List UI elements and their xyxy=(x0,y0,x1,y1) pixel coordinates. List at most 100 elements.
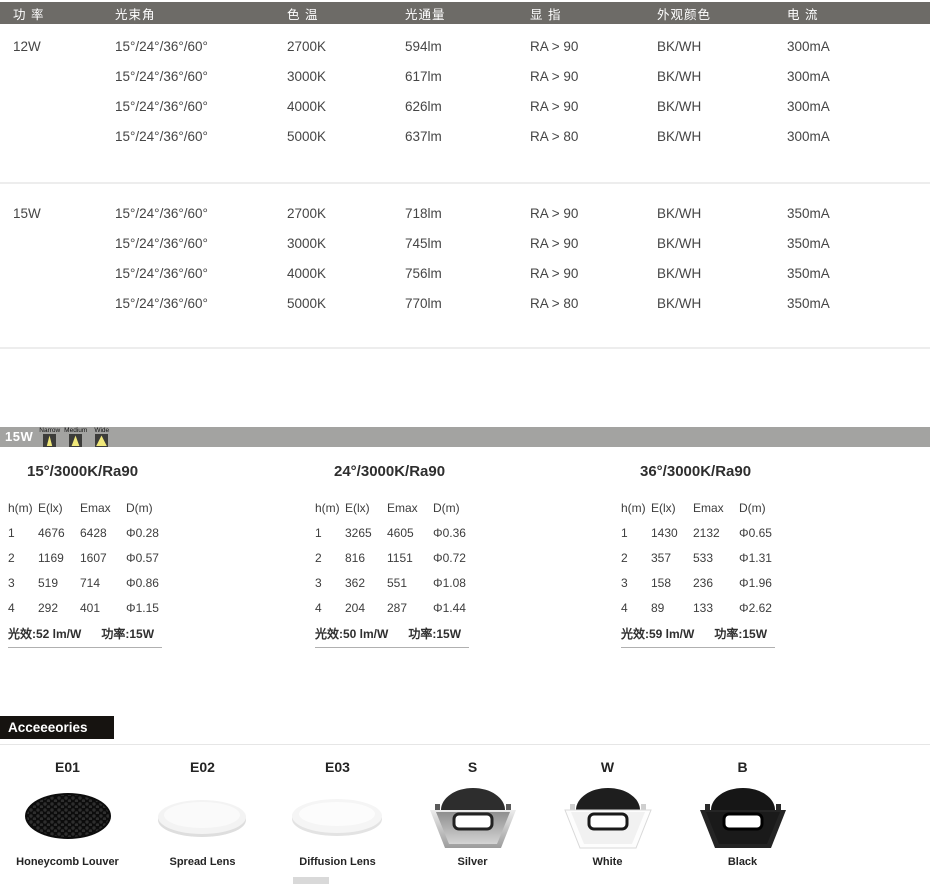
photometric-title: 36°/3000K/Ra90 xyxy=(640,463,752,480)
cell-cri: RA > 80 xyxy=(530,129,579,144)
ph-header-d: D(m) xyxy=(433,501,460,515)
silver-trim-image xyxy=(429,788,516,848)
beam-narrow-icon: Narrow xyxy=(39,427,61,447)
efficacy-value: 光效:50 lm/W xyxy=(315,627,389,641)
accessory-caption: White xyxy=(592,856,623,868)
photometric-table-24deg: 24°/3000K/Ra90 h(m) E(lx) Emax D(m) 1 32… xyxy=(312,462,552,648)
col-header-beam-angle: 光束角 xyxy=(115,7,156,22)
cell-cct: 4000K xyxy=(287,99,327,114)
table-row: 15°/24°/36°/60° 5000K 770lm RA > 80 BK/W… xyxy=(115,289,930,319)
ph-header-emax: Emax xyxy=(693,501,724,515)
ph-header-emax: Emax xyxy=(80,501,111,515)
cell-beam: 15°/24°/36°/60° xyxy=(115,129,208,144)
power-label: 15W xyxy=(13,206,41,221)
cell-finish: BK/WH xyxy=(657,129,702,144)
cell-finish: BK/WH xyxy=(657,39,702,54)
power-value: 功率:15W xyxy=(101,627,155,641)
cell-cri: RA > 90 xyxy=(530,69,579,84)
cell-beam: 15°/24°/36°/60° xyxy=(115,69,208,84)
accessory-caption: Honeycomb Louver xyxy=(16,856,119,868)
spec-table-header: 功 率 光束角 色 温 光通量 显 指 外观颜色 电 流 xyxy=(0,2,930,24)
accessory-spread-lens: E02 Spread Lens xyxy=(135,757,270,869)
beam-medium-icon: Medium xyxy=(64,427,87,447)
ph-header-h: h(m) xyxy=(8,501,33,515)
cell-beam: 15°/24°/36°/60° xyxy=(115,296,208,311)
efficacy-value: 光效:52 lm/W xyxy=(8,627,82,641)
photometric-table-36deg: 36°/3000K/Ra90 h(m) E(lx) Emax D(m) 1 14… xyxy=(618,462,858,648)
col-header-power: 功 率 xyxy=(13,7,45,22)
power-value: 功率:15W xyxy=(714,627,768,641)
table-row: 15°/24°/36°/60° 4000K 626lm RA > 90 BK/W… xyxy=(115,92,930,122)
cell-current: 350mA xyxy=(787,296,830,311)
ph-header-emax: Emax xyxy=(387,501,418,515)
bottom-cropped-element xyxy=(293,877,329,884)
cell-cct: 2700K xyxy=(287,39,327,54)
ph-header-elx: E(lx) xyxy=(345,501,370,515)
ph-header-elx: E(lx) xyxy=(651,501,676,515)
cell-beam: 15°/24°/36°/60° xyxy=(115,206,208,221)
cell-current: 300mA xyxy=(787,129,830,144)
cell-flux: 718lm xyxy=(405,206,442,221)
accessories-divider xyxy=(0,744,930,745)
beam-medium-glyph xyxy=(69,434,83,447)
beam-narrow-label: Narrow xyxy=(39,427,61,434)
diffusion-lens-image xyxy=(292,799,382,836)
cell-beam: 15°/24°/36°/60° xyxy=(115,236,208,251)
accessory-trim-silver: S xyxy=(405,757,540,869)
cell-cct: 4000K xyxy=(287,266,327,281)
photometric-table-15deg: 15°/3000K/Ra90 h(m) E(lx) Emax D(m) 1 46… xyxy=(5,462,245,648)
cell-cct: 2700K xyxy=(287,206,327,221)
efficacy-value: 光效:59 lm/W xyxy=(621,627,695,641)
ph-header-h: h(m) xyxy=(315,501,340,515)
cell-current: 300mA xyxy=(787,99,830,114)
spec-group-12w: 12W 15°/24°/36°/60° 2700K 594lm RA > 90 … xyxy=(0,32,930,152)
cell-current: 350mA xyxy=(787,236,830,251)
ph-header-d: D(m) xyxy=(739,501,766,515)
photometric-footer: 光效:50 lm/W 功率:15W xyxy=(315,625,470,648)
cell-cct: 3000K xyxy=(287,236,327,251)
accessory-code: E02 xyxy=(190,759,215,775)
accessory-trim-white: W White xyxy=(540,757,675,869)
spread-lens-image xyxy=(158,800,246,837)
cell-current: 300mA xyxy=(787,69,830,84)
accessory-code: B xyxy=(737,759,748,775)
table-row: 15°/24°/36°/60° 4000K 756lm RA > 90 BK/W… xyxy=(115,259,930,289)
beam-wide-label: Wide xyxy=(94,427,110,434)
cell-flux: 617lm xyxy=(405,69,442,84)
cell-cct: 5000K xyxy=(287,296,327,311)
photometric-title: 15°/3000K/Ra90 xyxy=(27,463,139,480)
cell-finish: BK/WH xyxy=(657,236,702,251)
cell-current: 300mA xyxy=(787,39,830,54)
black-trim-image xyxy=(699,788,786,848)
section-divider xyxy=(0,182,930,184)
beam-icons-group: Narrow Medium Wide xyxy=(39,427,109,447)
beam-narrow-glyph xyxy=(43,434,57,447)
cell-cri: RA > 90 xyxy=(530,206,579,221)
cell-beam: 15°/24°/36°/60° xyxy=(115,39,208,54)
photometric-title: 24°/3000K/Ra90 xyxy=(334,463,446,480)
photometric-footer: 光效:59 lm/W 功率:15W xyxy=(621,625,776,648)
cell-finish: BK/WH xyxy=(657,206,702,221)
cell-beam: 15°/24°/36°/60° xyxy=(115,266,208,281)
ph-header-elx: E(lx) xyxy=(38,501,63,515)
accessory-honeycomb-louver: E01 Honeycomb Louver xyxy=(0,757,135,869)
cell-cct: 3000K xyxy=(287,69,327,84)
cell-cri: RA > 90 xyxy=(530,99,579,114)
accessory-caption: Spread Lens xyxy=(169,856,236,868)
col-header-flux: 光通量 xyxy=(405,7,446,22)
col-header-current: 电 流 xyxy=(787,7,819,22)
accessory-code: W xyxy=(600,759,615,775)
beam-wide-icon: Wide xyxy=(94,427,109,447)
cell-flux: 770lm xyxy=(405,296,442,311)
cell-current: 350mA xyxy=(787,206,830,221)
accessory-diffusion-lens: E03 Diffusion Lens xyxy=(270,757,405,869)
accessory-code: E01 xyxy=(55,759,80,775)
cell-beam: 15°/24°/36°/60° xyxy=(115,99,208,114)
accessory-trim-black: B Black xyxy=(675,757,810,869)
accessory-code: E03 xyxy=(325,759,350,775)
cell-flux: 745lm xyxy=(405,236,442,251)
cell-flux: 756lm xyxy=(405,266,442,281)
cell-current: 350mA xyxy=(787,266,830,281)
accessories-grid: E01 Honeycomb Louver E02 xyxy=(0,757,812,869)
